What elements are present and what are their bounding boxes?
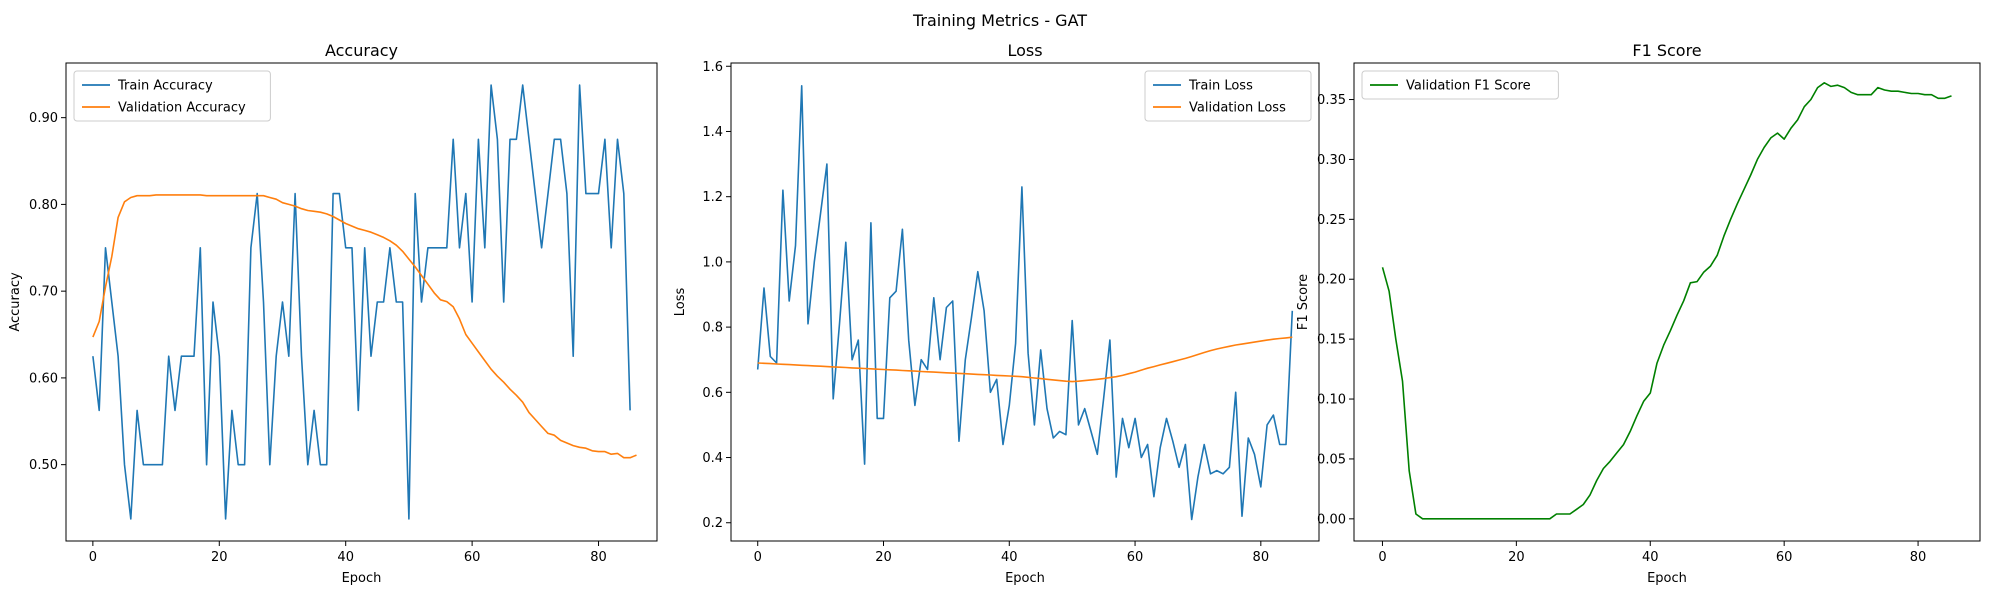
loss-ytick-label: 0.4: [702, 451, 723, 466]
loss-legend-label: Validation Loss: [1189, 101, 1286, 116]
f1-score-series-0-line: [1381, 82, 1952, 520]
accuracy-legend: [73, 70, 271, 122]
accuracy-xlabel: Epoch: [342, 571, 382, 586]
accuracy-ytick-label: 0.90: [29, 111, 58, 126]
accuracy-axes-frame: [65, 62, 658, 542]
accuracy-xtick-label: 60: [464, 550, 481, 565]
f1-score-xtick-label: 20: [1508, 550, 1525, 565]
loss-ytick-label: 1.0: [702, 255, 723, 270]
loss-title: Loss: [1007, 41, 1042, 60]
loss-series-1-line: [757, 336, 1293, 383]
loss-ytick-label: 0.6: [702, 386, 723, 401]
accuracy-series-1-line: [92, 194, 637, 459]
loss-xtick-label: 0: [754, 550, 762, 565]
f1-score-axes-frame: [1353, 62, 1981, 542]
f1-score-ytick-label: 0.05: [1317, 452, 1346, 467]
accuracy-legend-label: Validation Accuracy: [118, 101, 246, 116]
loss-axes-frame: [730, 62, 1320, 542]
accuracy-subplot: Accuracy Epoch Accuracy 0 20 40 60 80 0.50 0.6…: [8, 41, 658, 586]
accuracy-ytick-label: 0.80: [29, 198, 58, 213]
loss-ylabel: Loss: [673, 288, 688, 317]
f1-score-xlabel: Epoch: [1647, 571, 1687, 586]
loss-ytick-label: 1.2: [702, 190, 723, 205]
accuracy-title: Accuracy: [325, 41, 398, 60]
f1-score-ytick-label: 0.15: [1317, 333, 1346, 348]
loss-ytick-label: 1.6: [702, 60, 723, 75]
f1-score-ytick-label: 0.30: [1317, 153, 1346, 168]
loss-subplot: Loss Epoch Loss 0 20 40 60 80 0.2 0.4 0.6 0.8 1.0…: [673, 41, 1320, 586]
loss-ytick-label: 0.8: [702, 321, 723, 336]
f1-score-legend-label: Validation F1 Score: [1406, 79, 1531, 94]
accuracy-xtick-label: 0: [89, 550, 97, 565]
accuracy-xtick-label: 20: [211, 550, 228, 565]
accuracy-ytick-label: 0.60: [29, 371, 58, 386]
loss-xlabel: Epoch: [1005, 571, 1045, 586]
loss-xtick-label: 40: [1001, 550, 1018, 565]
loss-xtick-label: 60: [1127, 550, 1144, 565]
loss-ytick-label: 0.2: [702, 516, 723, 531]
accuracy-xtick-label: 80: [590, 550, 607, 565]
accuracy-xtick-label: 40: [337, 550, 354, 565]
figure-suptitle: Training Metrics - GAT: [912, 11, 1087, 30]
loss-xtick-label: 80: [1253, 550, 1270, 565]
f1-score-xtick-label: 0: [1378, 550, 1386, 565]
accuracy-ytick-label: 0.50: [29, 458, 58, 473]
f1-score-ytick-label: 0.10: [1317, 393, 1346, 408]
f1-score-ylabel: F1 Score: [1296, 274, 1311, 330]
f1-score-ytick-label: 0.25: [1317, 213, 1346, 228]
loss-legend: [1144, 70, 1312, 122]
accuracy-ylabel: Accuracy: [8, 272, 23, 332]
accuracy-ytick-label: 0.70: [29, 285, 58, 300]
f1-score-ytick-label: 0.20: [1317, 273, 1346, 288]
f1-score-xtick-label: 60: [1776, 550, 1793, 565]
f1-score-subplot: F1 Score Epoch F1 Score 0 20 40 60 80 0.00 0.0…: [1296, 41, 1981, 586]
loss-legend-label: Train Loss: [1188, 79, 1253, 94]
loss-ytick-label: 1.4: [702, 125, 723, 140]
loss-series-0-line: [756, 85, 1294, 521]
f1-score-ytick-label: 0.00: [1317, 512, 1346, 527]
f1-score-title: F1 Score: [1632, 41, 1701, 60]
f1-score-xtick-label: 80: [1910, 550, 1927, 565]
f1-score-legend: [1361, 70, 1559, 100]
f1-score-ytick-label: 0.35: [1317, 93, 1346, 108]
f1-score-xtick-label: 40: [1642, 550, 1659, 565]
accuracy-legend-label: Train Accuracy: [117, 79, 213, 94]
loss-xtick-label: 20: [875, 550, 892, 565]
accuracy-series-0-line: [92, 84, 631, 520]
